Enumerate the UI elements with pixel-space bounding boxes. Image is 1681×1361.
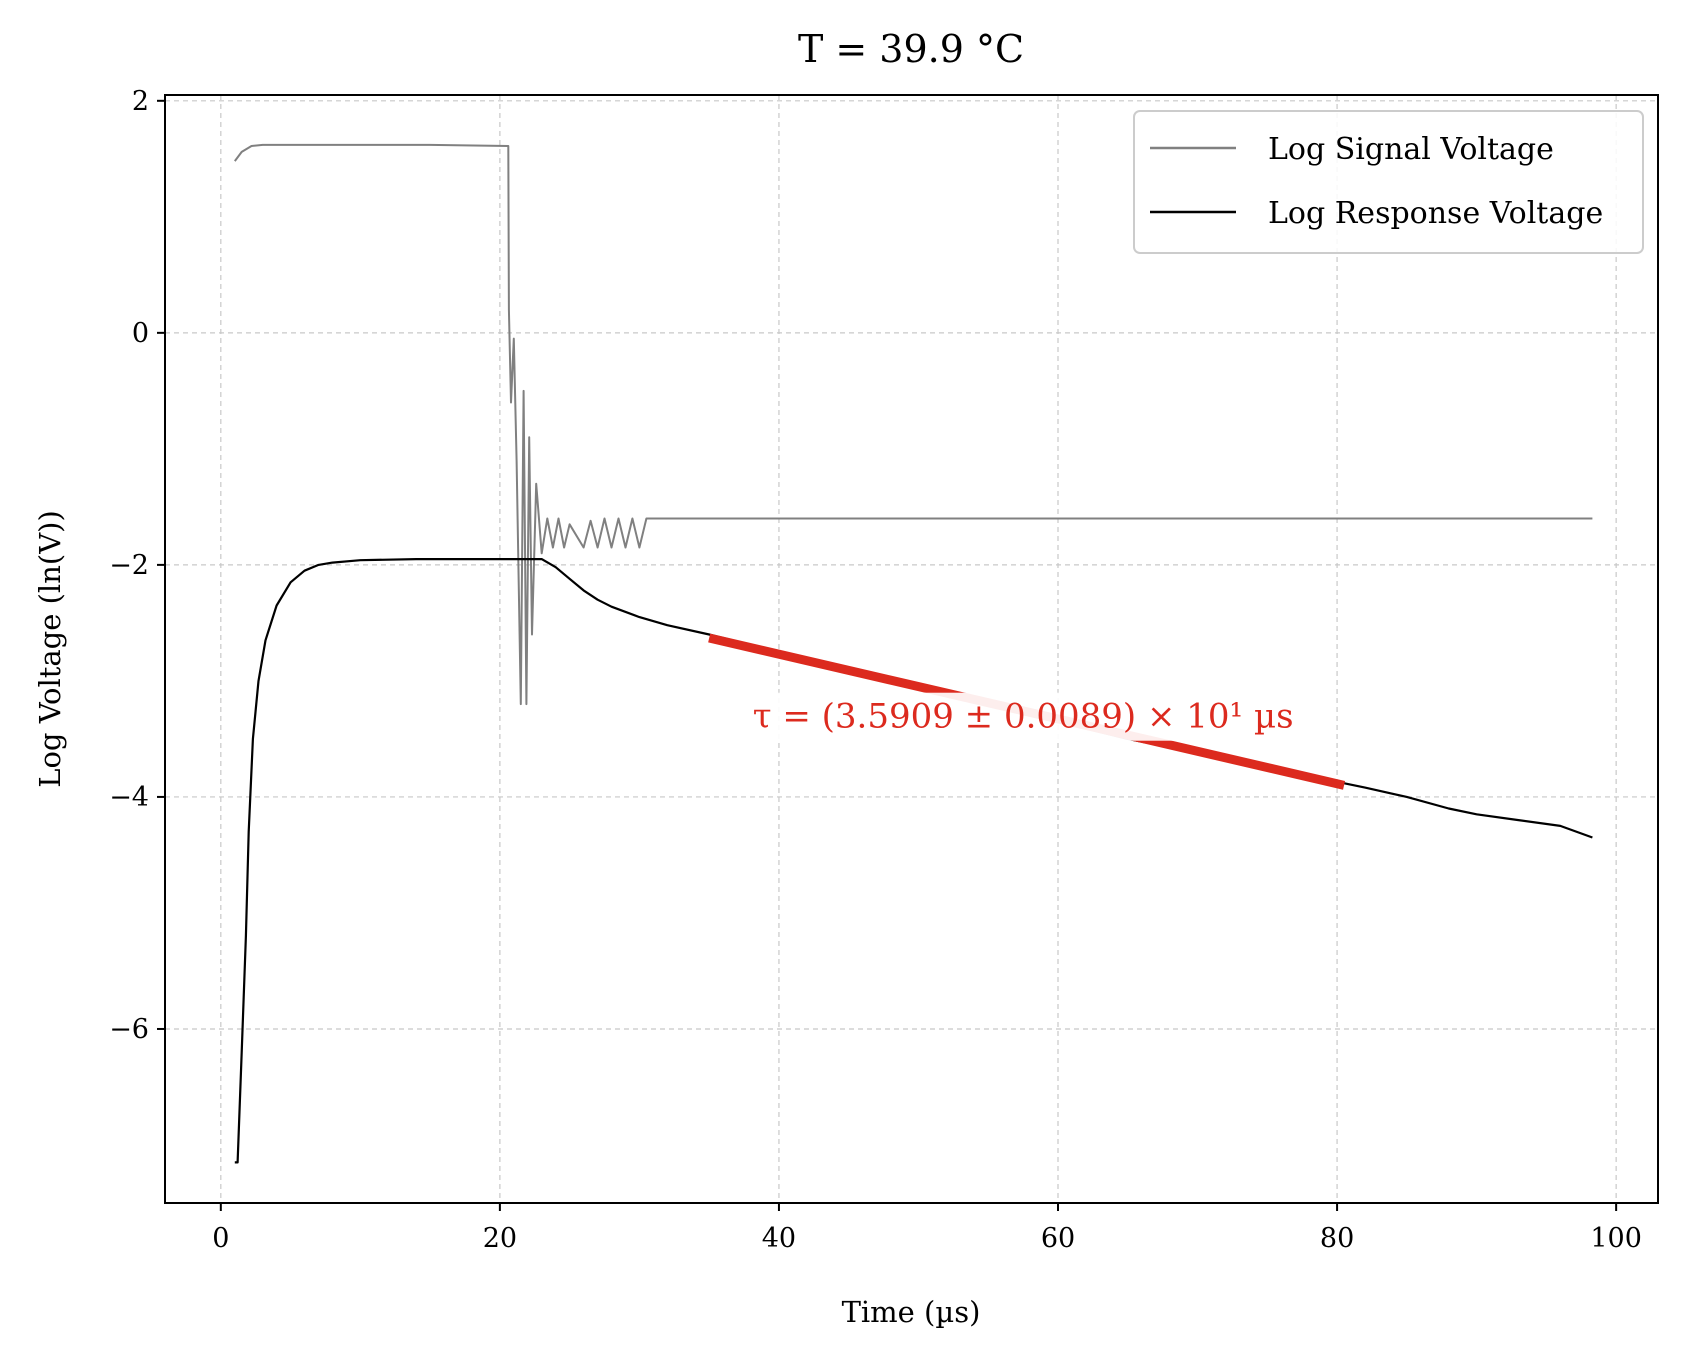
x-axis: 0 20 40 60 80 100 bbox=[212, 1203, 1642, 1254]
annotation-text: τ = (3.5909 ± 0.0089) × 10¹ µs bbox=[753, 697, 1294, 737]
chart-title: T = 39.9 °C bbox=[798, 27, 1024, 71]
x-tick-label: 40 bbox=[762, 1223, 796, 1254]
y-axis: −6 −4 −2 0 2 bbox=[109, 86, 165, 1045]
y-tick-label: −4 bbox=[109, 782, 149, 813]
grid bbox=[165, 95, 1658, 1203]
y-tick-label: 2 bbox=[132, 86, 149, 117]
legend-label-response: Log Response Voltage bbox=[1268, 196, 1603, 231]
x-axis-label: Time (µs) bbox=[842, 1295, 981, 1329]
y-tick-label: 0 bbox=[132, 318, 149, 349]
legend: Log Signal Voltage Log Response Voltage bbox=[1133, 110, 1644, 254]
legend-frame bbox=[1133, 110, 1644, 254]
x-tick-label: 100 bbox=[1590, 1223, 1642, 1254]
x-tick-label: 60 bbox=[1041, 1223, 1075, 1254]
fit-annotation: τ = (3.5909 ± 0.0089) × 10¹ µs bbox=[742, 692, 1304, 741]
y-tick-label: −2 bbox=[109, 550, 149, 581]
x-tick-label: 0 bbox=[212, 1223, 229, 1254]
x-tick-label: 20 bbox=[483, 1223, 517, 1254]
signal-voltage-line bbox=[234, 143, 1593, 706]
legend-label-signal: Log Signal Voltage bbox=[1268, 132, 1554, 167]
y-axis-label: Log Voltage (ln(V)) bbox=[33, 510, 67, 788]
y-tick-label: −6 bbox=[109, 1014, 149, 1045]
x-tick-label: 80 bbox=[1320, 1223, 1354, 1254]
axes-frame bbox=[164, 94, 1659, 1204]
annotation-background bbox=[742, 692, 1304, 741]
